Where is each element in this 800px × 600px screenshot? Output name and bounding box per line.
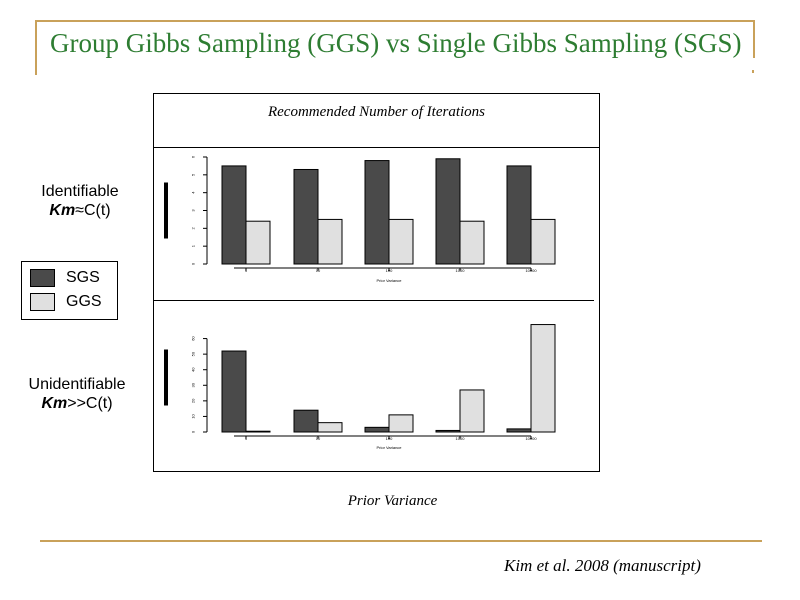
- left-rule: [35, 20, 37, 75]
- bar-sgs: [506, 165, 532, 265]
- y-tick-label: 2: [191, 226, 196, 229]
- bar-ggs: [530, 324, 556, 433]
- decor-dot: [752, 70, 754, 73]
- right-rule: [753, 20, 755, 58]
- y-tick-label: 1: [191, 244, 196, 247]
- bottom-rule: [40, 540, 762, 542]
- legend-label-ggs: GGS: [66, 293, 102, 310]
- bar-sgs: [221, 350, 247, 433]
- x-axis-label: Prior Variance: [376, 278, 402, 283]
- y-tick-label: 30: [191, 382, 196, 387]
- relation-symbol: >>: [67, 395, 86, 412]
- y-axis-label: [164, 182, 168, 239]
- bar-ggs: [317, 218, 343, 265]
- legend-item-sgs: SGS: [30, 269, 100, 287]
- bar-ggs: [530, 218, 556, 265]
- bar-sgs: [364, 160, 390, 265]
- x-tick-label: 100: [386, 436, 393, 441]
- y-tick-label: 20: [191, 398, 196, 403]
- bar-ggs: [388, 414, 414, 433]
- legend-item-ggs: GGS: [30, 293, 102, 311]
- bar-ggs: [388, 218, 414, 265]
- bar-sgs: [435, 158, 461, 265]
- x-tick-label: 1: [245, 268, 248, 273]
- row-label-unidentifiable: Unidentifiable Km>>C(t): [7, 375, 147, 413]
- x-tick-label: 100: [386, 268, 393, 273]
- relation-symbol: ≈: [75, 202, 84, 219]
- x-tick-label: 1000: [456, 268, 466, 273]
- y-tick-label: 4: [191, 191, 196, 194]
- unidentifiable-text: Unidentifiable: [28, 376, 126, 393]
- y-tick-label: 0: [191, 262, 196, 265]
- figure-caption: Recommended Number of Iterations: [267, 104, 486, 120]
- unidentifiable-relation: Km>>C(t): [7, 394, 147, 413]
- y-tick-label: 40: [191, 367, 196, 372]
- km-symbol: Km: [41, 395, 68, 412]
- bar-sgs: [364, 426, 390, 433]
- y-tick-label: 60: [191, 336, 196, 341]
- slide-title: Group Gibbs Sampling (GGS) vs Single Gib…: [50, 28, 742, 58]
- bar-ggs: [459, 389, 485, 433]
- x-tick-label: 1000: [456, 436, 466, 441]
- x-tick-label: 1: [245, 436, 248, 441]
- y-tick-label: 5: [191, 173, 196, 176]
- top-rule: [35, 20, 755, 22]
- y-axis-label: [164, 349, 168, 406]
- km-symbol: Km: [49, 202, 76, 219]
- x-tick-label: 10: [316, 436, 321, 441]
- bar-ggs: [459, 220, 485, 265]
- figure-box: Recommended Number of Iterations: [153, 93, 600, 472]
- row-label-identifiable: Identifiable Km≈C(t): [10, 182, 150, 220]
- bar-ggs: [245, 430, 271, 433]
- y-tick-label: 6: [191, 155, 196, 158]
- bar-sgs: [293, 168, 319, 265]
- y-tick-label: 3: [191, 209, 196, 212]
- x-tick-label: 10000: [525, 436, 537, 441]
- citation: Kim et al. 2008 (manuscript): [504, 556, 701, 575]
- bar-ggs: [245, 220, 271, 265]
- figure-divider-middle: [153, 300, 594, 301]
- legend-swatch-ggs: [30, 293, 55, 311]
- bar-sgs: [293, 409, 319, 433]
- x-axis-label: Prior Variance: [376, 445, 402, 450]
- bar-sgs: [506, 428, 532, 433]
- x-tick-label: 10: [316, 268, 321, 273]
- figure-x-label: Prior Variance: [347, 493, 438, 509]
- relation-rhs: C(t): [83, 202, 111, 219]
- legend-label-sgs: SGS: [66, 269, 100, 286]
- y-tick-label: 10: [191, 413, 196, 418]
- bar-sgs: [435, 429, 461, 433]
- y-tick-label: 0: [191, 430, 196, 433]
- bar-sgs: [221, 165, 247, 265]
- legend-swatch-sgs: [30, 269, 55, 287]
- figure-divider-top: [153, 147, 600, 148]
- relation-rhs: C(t): [85, 395, 113, 412]
- x-tick-label: 10000: [525, 268, 537, 273]
- identifiable-text: Identifiable: [41, 183, 119, 200]
- chart-legend: SGS GGS: [21, 261, 118, 320]
- identifiable-relation: Km≈C(t): [10, 201, 150, 220]
- bar-ggs: [317, 422, 343, 433]
- y-tick-label: 50: [191, 351, 196, 356]
